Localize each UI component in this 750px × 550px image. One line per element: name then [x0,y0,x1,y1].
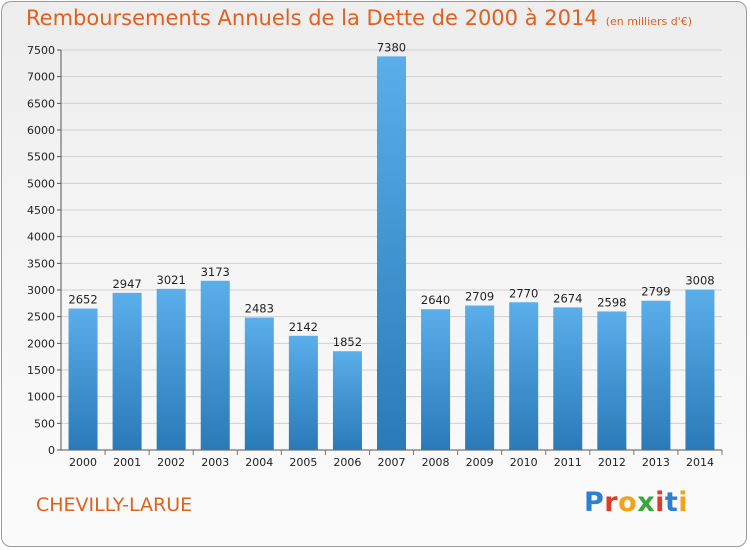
y-tick-label: 5000 [27,177,55,190]
x-tick-label: 2012 [598,456,626,469]
bar-value-label: 2770 [509,286,538,300]
bar-2012 [597,311,627,450]
chart-title-text: Remboursements Annuels de la Dette de 20… [26,6,598,30]
x-tick-label: 2007 [378,456,406,469]
x-tick-label: 2005 [289,456,317,469]
y-tick-label: 3500 [27,257,55,270]
bar-2013 [641,300,671,450]
bar-2014 [685,289,715,450]
y-tick-label: 5500 [27,151,55,164]
logo-letter: o [618,487,638,518]
y-tick-label: 6500 [27,97,55,110]
bar-2007 [377,56,406,451]
bar-value-label: 2674 [553,291,582,305]
y-tick-label: 4500 [27,204,55,217]
logo-letter: r [604,487,619,518]
y-tick-label: 7000 [27,71,55,84]
x-tick-label: 2003 [201,456,229,469]
bar-value-label: 2947 [112,277,141,291]
bar-2011 [553,307,583,450]
bar-2001 [112,292,142,450]
bar-2000 [68,308,98,450]
logo-letter: i [655,487,665,518]
labels: 0 500 1000 1500 2000 2500 3000 3500 4000 4500 5000… [27,40,715,469]
x-tick-label: 2006 [333,456,361,469]
bar-2005 [288,335,318,450]
x-tick-label: 2013 [642,456,670,469]
x-tick-label: 2010 [510,456,538,469]
bar-value-label: 7380 [377,40,406,54]
logo-letter: x [637,487,656,518]
bar-value-label: 2598 [597,295,626,309]
city-name: CHEVILLY-LARUE [36,494,193,516]
y-tick-label: 7500 [27,44,55,57]
bar-2004 [244,317,274,450]
bar-2002 [156,288,186,450]
y-tick-label: 2000 [27,337,55,350]
bar-value-label: 3173 [201,265,230,279]
bar-value-label: 2799 [641,285,670,299]
x-tick-label: 2004 [245,456,273,469]
bar-2010 [509,302,539,450]
bar-2009 [465,305,495,450]
bar-value-label: 3021 [157,273,186,287]
bar-value-label: 2483 [245,302,274,316]
y-tick-label: 6000 [27,124,55,137]
bar-value-label: 3008 [685,274,714,288]
y-tick-label: 1500 [27,364,55,377]
x-tick-label: 2009 [466,456,494,469]
bar-value-label: 2142 [289,320,318,334]
bar-2006 [332,351,362,450]
bar-value-label: 2709 [465,290,494,304]
y-tick-label: 2500 [27,311,55,324]
logo-letter: t [664,487,679,518]
bar-value-label: 1852 [333,335,362,349]
bar-2003 [200,280,230,450]
y-tick-label: 0 [48,444,55,457]
chart-title-unit: (en milliers d'€) [605,15,692,28]
bar-value-label: 2652 [68,293,97,307]
y-tick-label: 500 [34,417,55,430]
chart-title: Remboursements Annuels de la Dette de 20… [26,6,692,30]
bar-value-label: 2640 [421,293,450,307]
x-tick-label: 2008 [422,456,450,469]
x-tick-label: 2014 [686,456,714,469]
x-tick-label: 2002 [157,456,185,469]
logo-letter: P [584,487,605,518]
x-tick-label: 2011 [554,456,582,469]
bars [68,56,715,451]
y-tick-label: 1000 [27,391,55,404]
y-tick-label: 4000 [27,231,55,244]
bar-2008 [421,309,451,450]
proxiti-logo: Proxiti [584,487,688,518]
logo-letter: i [678,487,689,518]
y-tick-label: 3000 [27,284,55,297]
x-tick-label: 2001 [113,456,141,469]
x-tick-label: 2000 [69,456,97,469]
